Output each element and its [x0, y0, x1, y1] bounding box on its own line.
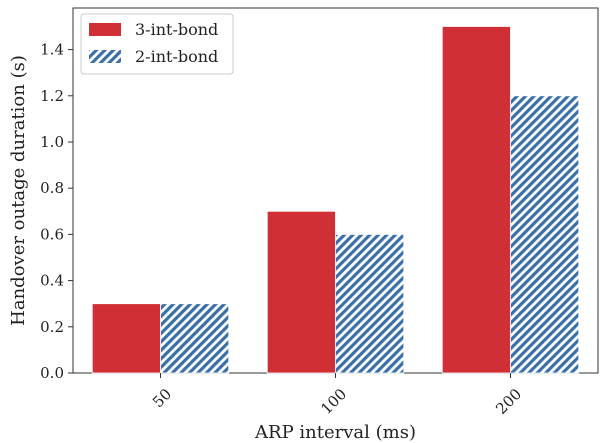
y-axis-label: Handover outage duration (s) [8, 55, 29, 326]
bar-2-int-bond-200 [510, 95, 580, 374]
bar-3-int-bond-50 [91, 303, 161, 374]
y-tick-label: 0.4 [40, 272, 64, 290]
y-tick-label: 1.0 [40, 133, 64, 151]
legend-swatch-2-int-bond [89, 50, 121, 63]
legend-label-3-int-bond: 3-int-bond [135, 20, 218, 39]
y-tick-label: 0.6 [40, 225, 64, 243]
x-axis-ticks: 50 100 200 [149, 373, 525, 418]
x-tick-label: 50 [149, 385, 175, 411]
legend-label-2-int-bond: 2-int-bond [135, 47, 218, 66]
y-tick-label: 0.2 [40, 318, 64, 336]
y-tick-label: 1.4 [40, 41, 64, 59]
legend-swatch-3-int-bond [89, 23, 121, 36]
bar-2-int-bond-50 [160, 303, 230, 374]
bar-3-int-bond-200 [441, 26, 511, 374]
x-tick-label: 100 [317, 385, 350, 418]
y-tick-label: 0.8 [40, 179, 64, 197]
bars [91, 26, 580, 374]
x-tick-label: 200 [492, 385, 525, 418]
x-axis-label: ARP interval (ms) [254, 422, 416, 443]
bar-3-int-bond-100 [266, 210, 336, 374]
y-axis-ticks: 0.0 0.2 0.4 0.6 0.8 1.0 1.2 1.4 [40, 41, 73, 382]
y-tick-label: 1.2 [40, 87, 64, 105]
legend: 3-int-bond 2-int-bond [80, 13, 234, 75]
y-tick-label: 0.0 [40, 364, 64, 382]
bar-2-int-bond-100 [335, 233, 405, 374]
